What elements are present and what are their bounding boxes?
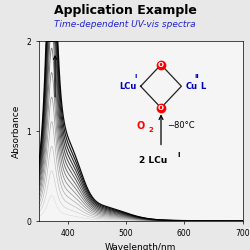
Text: Application Example: Application Example <box>54 4 197 17</box>
Text: LCu: LCu <box>119 82 136 91</box>
Text: Cu: Cu <box>186 82 198 91</box>
Text: 2 LCu: 2 LCu <box>139 156 167 166</box>
X-axis label: Wavelength/nm: Wavelength/nm <box>105 244 176 250</box>
Text: O: O <box>158 105 164 111</box>
Text: II: II <box>194 74 199 79</box>
Text: 2: 2 <box>148 127 153 133</box>
Text: L: L <box>201 82 206 91</box>
Y-axis label: Absorbance: Absorbance <box>12 104 21 158</box>
Text: O: O <box>136 121 145 131</box>
Text: O: O <box>158 62 164 68</box>
Text: I: I <box>177 152 180 158</box>
Text: −80°C: −80°C <box>167 121 195 130</box>
Text: Time-dependent UV-vis spectra: Time-dependent UV-vis spectra <box>54 20 196 29</box>
Text: I: I <box>134 74 136 79</box>
